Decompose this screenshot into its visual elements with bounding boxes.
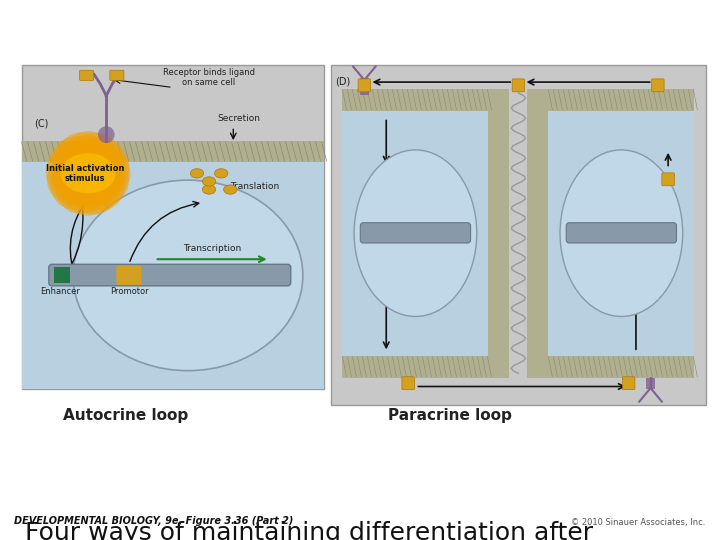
Ellipse shape: [58, 131, 119, 215]
Text: Translation: Translation: [230, 182, 279, 191]
Ellipse shape: [47, 141, 130, 206]
Ellipse shape: [55, 133, 121, 214]
Ellipse shape: [202, 177, 216, 186]
Bar: [54, 267, 71, 283]
Text: Receptor binds ligand
on same cell: Receptor binds ligand on same cell: [163, 68, 255, 87]
FancyBboxPatch shape: [662, 173, 675, 186]
FancyBboxPatch shape: [360, 222, 471, 243]
Bar: [549, 89, 694, 111]
Bar: [22, 162, 324, 389]
Ellipse shape: [190, 168, 204, 178]
Bar: [22, 65, 324, 389]
Text: Four ways of maintaining differentiation after
the initial signal has been given: Four ways of maintaining differentiation…: [25, 521, 593, 540]
Ellipse shape: [98, 126, 114, 143]
Bar: [488, 89, 510, 378]
FancyBboxPatch shape: [80, 70, 94, 80]
Text: (D): (D): [335, 77, 350, 87]
FancyBboxPatch shape: [566, 222, 677, 243]
Bar: [360, 78, 369, 95]
Ellipse shape: [73, 180, 303, 370]
Text: Secretion: Secretion: [218, 114, 261, 123]
Ellipse shape: [224, 185, 237, 194]
Ellipse shape: [51, 136, 125, 211]
Text: © 2010 Sinauer Associates, Inc.: © 2010 Sinauer Associates, Inc.: [571, 517, 706, 526]
Text: DEVELOPMENTAL BIOLOGY, 9e, Figure 3.36 (Part 2): DEVELOPMENTAL BIOLOGY, 9e, Figure 3.36 (…: [14, 516, 294, 526]
FancyBboxPatch shape: [110, 70, 124, 80]
Text: Promotor: Promotor: [109, 287, 148, 296]
Bar: [22, 141, 324, 162]
Text: (C): (C): [34, 118, 48, 129]
Bar: [549, 356, 694, 378]
Bar: [527, 89, 549, 378]
Text: Transcription: Transcription: [183, 245, 241, 253]
FancyBboxPatch shape: [622, 377, 635, 390]
Bar: [343, 89, 488, 111]
Ellipse shape: [560, 150, 683, 316]
FancyBboxPatch shape: [117, 265, 142, 285]
Ellipse shape: [215, 168, 228, 178]
FancyBboxPatch shape: [402, 377, 415, 390]
Text: Enhancer: Enhancer: [40, 287, 80, 296]
Text: Paracrine loop: Paracrine loop: [388, 408, 512, 423]
Bar: [331, 65, 706, 405]
Ellipse shape: [60, 153, 116, 193]
Ellipse shape: [46, 143, 130, 204]
Bar: [343, 111, 488, 356]
Ellipse shape: [202, 185, 216, 194]
Bar: [646, 378, 655, 389]
Text: Autocrine loop: Autocrine loop: [63, 408, 189, 423]
Ellipse shape: [354, 150, 477, 316]
FancyBboxPatch shape: [652, 79, 664, 92]
Ellipse shape: [55, 132, 121, 214]
Bar: [549, 111, 694, 356]
Ellipse shape: [48, 140, 129, 206]
FancyBboxPatch shape: [512, 79, 525, 92]
Text: Initial activation
stimulus: Initial activation stimulus: [46, 164, 125, 183]
Ellipse shape: [50, 137, 125, 210]
Bar: [343, 356, 488, 378]
FancyBboxPatch shape: [49, 264, 291, 286]
FancyBboxPatch shape: [358, 79, 371, 92]
